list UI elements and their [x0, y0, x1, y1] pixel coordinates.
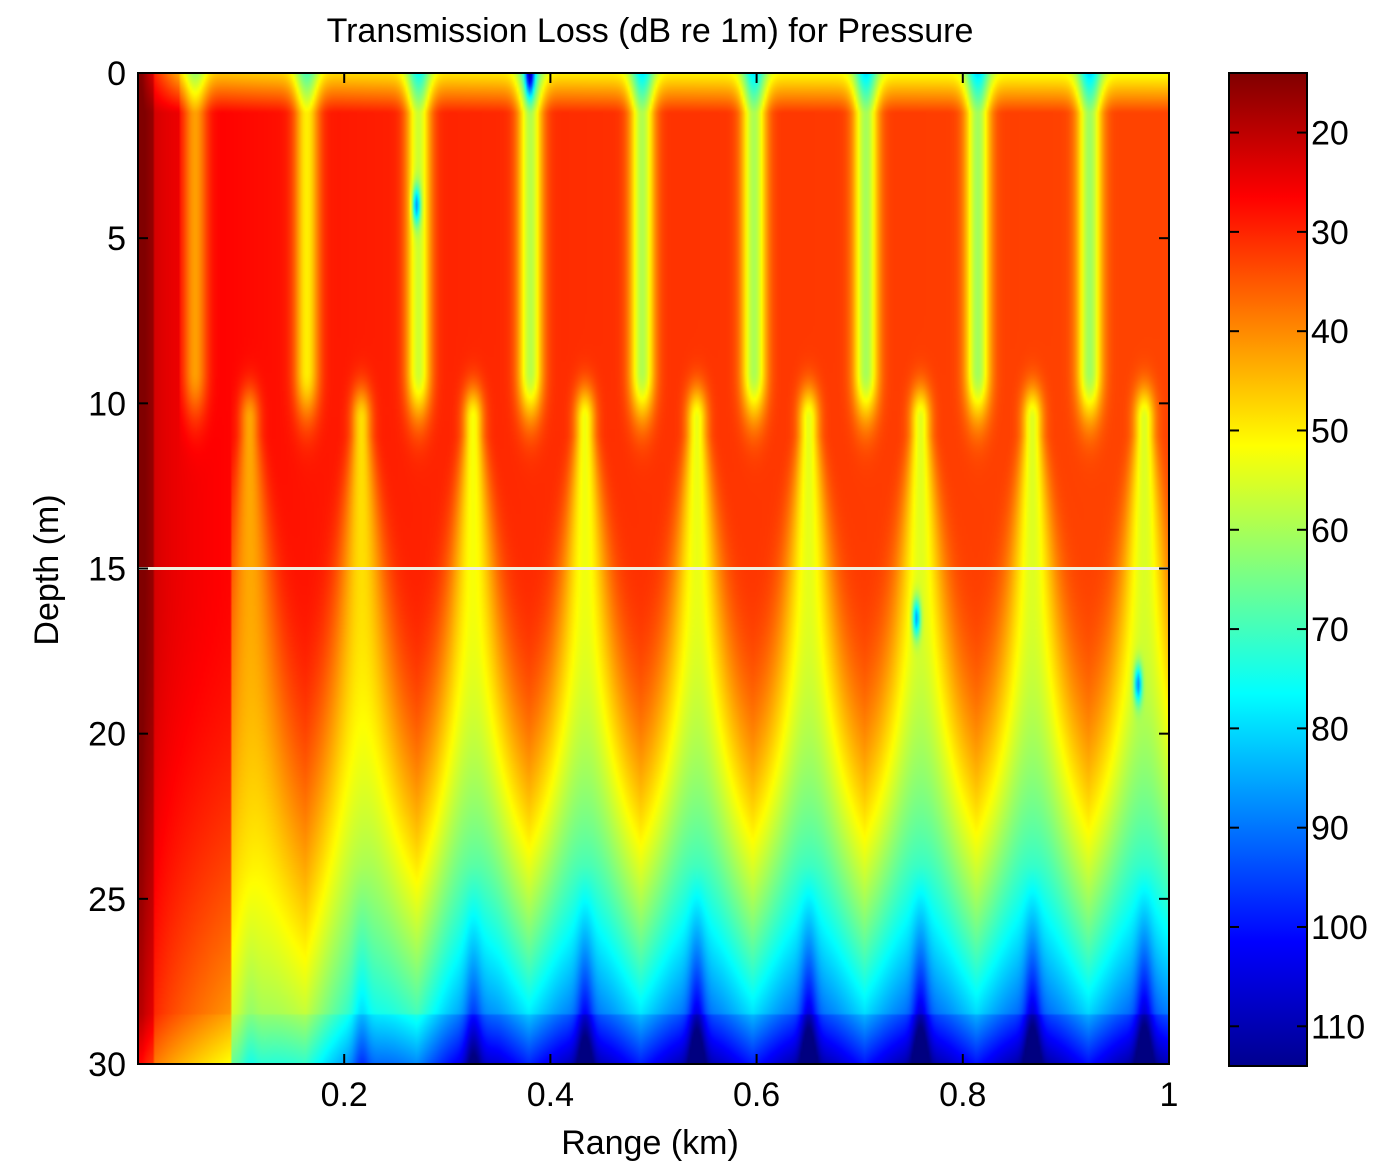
y-tick-label: 25 — [88, 881, 126, 919]
colorbar-ticks: 20 30 40 50 60 70 80 90 100 110 — [1229, 115, 1368, 1046]
colorbar: 20 30 40 50 60 70 80 90 100 110 — [1228, 72, 1368, 1067]
colorbar-tick-label: 110 — [1311, 1008, 1365, 1046]
x-tick-label: 0.6 — [733, 1076, 780, 1114]
colorbar-tick-label: 90 — [1311, 810, 1349, 848]
y-tick-label: 20 — [88, 716, 126, 754]
chart-title: Transmission Loss (dB re 1m) for Pressur… — [327, 12, 974, 50]
colorbar-tick-label: 20 — [1311, 115, 1349, 153]
x-tick-label: 0.8 — [939, 1076, 986, 1114]
x-axis-label: Range (km) — [561, 1124, 739, 1162]
x-axis-ticks: 0.2 0.4 0.6 0.8 1 — [321, 73, 1179, 1114]
plot-area: 0.2 0.4 0.6 0.8 1 0 5 10 15 20 25 30 — [88, 55, 1178, 1114]
y-tick-label: 0 — [107, 55, 126, 93]
colorbar-tick-label: 30 — [1311, 214, 1349, 252]
colorbar-tick-label: 80 — [1311, 710, 1349, 748]
x-tick-label: 0.2 — [321, 1076, 368, 1114]
y-axis-ticks: 0 5 10 15 20 25 30 — [88, 55, 1169, 1084]
colorbar-tick-label: 60 — [1311, 512, 1349, 550]
y-tick-label: 5 — [107, 220, 126, 258]
y-axis-label: Depth (m) — [28, 494, 66, 645]
colorbar-gradient — [1228, 72, 1308, 1067]
colorbar-tick-label: 50 — [1311, 412, 1349, 450]
y-tick-label: 15 — [88, 551, 126, 589]
x-tick-label: 0.4 — [527, 1076, 574, 1114]
x-tick-label: 1 — [1160, 1076, 1179, 1114]
y-tick-label: 10 — [88, 385, 126, 423]
colorbar-tick-label: 100 — [1311, 909, 1368, 947]
colorbar-tick-label: 70 — [1311, 611, 1349, 649]
y-tick-label: 30 — [88, 1046, 126, 1084]
colorbar-tick-label: 40 — [1311, 313, 1349, 351]
